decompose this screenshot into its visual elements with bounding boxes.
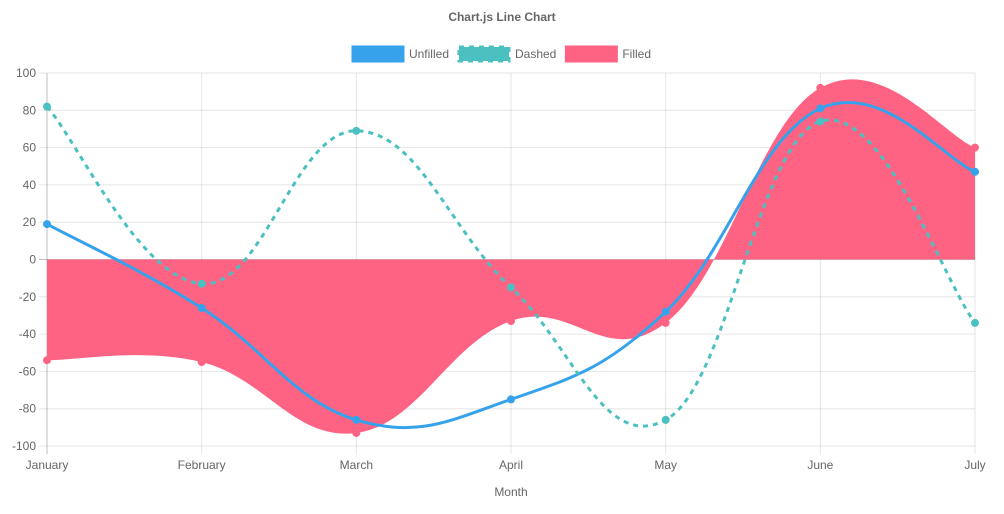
x-tick-label: April [499,458,523,472]
data-point-dashed[interactable] [971,318,979,327]
data-point-dashed[interactable] [661,415,670,424]
data-point-filled[interactable] [352,428,361,437]
data-point-unfilled[interactable] [816,104,825,113]
x-tick-label: January [26,458,69,472]
series-fill-filled [47,79,975,434]
x-tick-label: May [654,458,677,472]
legend-swatch [564,45,618,63]
y-tick-label: 40 [23,178,37,192]
y-tick-label: 100 [16,66,36,80]
data-points [43,83,979,437]
x-tick-label: June [807,458,833,472]
data-point-filled[interactable] [661,318,670,327]
data-point-filled[interactable] [43,356,51,365]
data-point-dashed[interactable] [352,126,361,135]
x-tick-label: March [340,458,373,472]
data-point-filled[interactable] [507,317,515,326]
axes: 100 80 60 40 20 0 -20 -40 -60 -80 -100 January Febru… [12,66,986,472]
x-axis-title: Month [494,485,527,499]
legend-swatch [457,45,511,63]
legend-item-filled[interactable]: Filled [564,45,651,63]
legend-item-unfilled[interactable]: Unfilled [351,45,449,63]
x-tick-label: February [178,458,226,472]
y-tick-label: -20 [19,290,37,304]
legend-swatch [351,45,405,63]
y-tick-label: 20 [23,215,37,229]
data-point-dashed[interactable] [507,283,515,292]
data-point-unfilled[interactable] [507,395,515,404]
data-point-unfilled[interactable] [352,415,361,424]
data-point-unfilled[interactable] [43,220,51,229]
y-tick-label: -80 [19,402,37,416]
data-point-unfilled[interactable] [971,167,979,176]
legend: Unfilled Dashed Filled [351,45,651,63]
y-tick-label: 80 [23,103,37,117]
data-point-dashed[interactable] [197,279,206,288]
y-tick-label: -60 [19,364,37,378]
legend-label: Dashed [515,47,556,61]
y-tick-label: 60 [23,141,37,155]
data-point-filled[interactable] [816,83,825,92]
data-point-dashed[interactable] [816,117,825,126]
chart-title: Chart.js Line Chart [448,10,555,24]
legend-label: Filled [622,47,651,61]
data-point-dashed[interactable] [43,102,51,111]
y-tick-label: -100 [12,439,36,453]
legend-item-dashed[interactable]: Dashed [457,45,556,63]
data-point-unfilled[interactable] [661,307,670,316]
y-tick-label: -40 [19,327,37,341]
legend-label: Unfilled [409,47,449,61]
data-point-filled[interactable] [971,143,979,152]
data-point-filled[interactable] [197,358,206,367]
y-tick-label: 0 [29,253,36,267]
data-point-unfilled[interactable] [197,303,206,312]
fill-areas [47,79,975,434]
x-tick-label: July [964,458,985,472]
